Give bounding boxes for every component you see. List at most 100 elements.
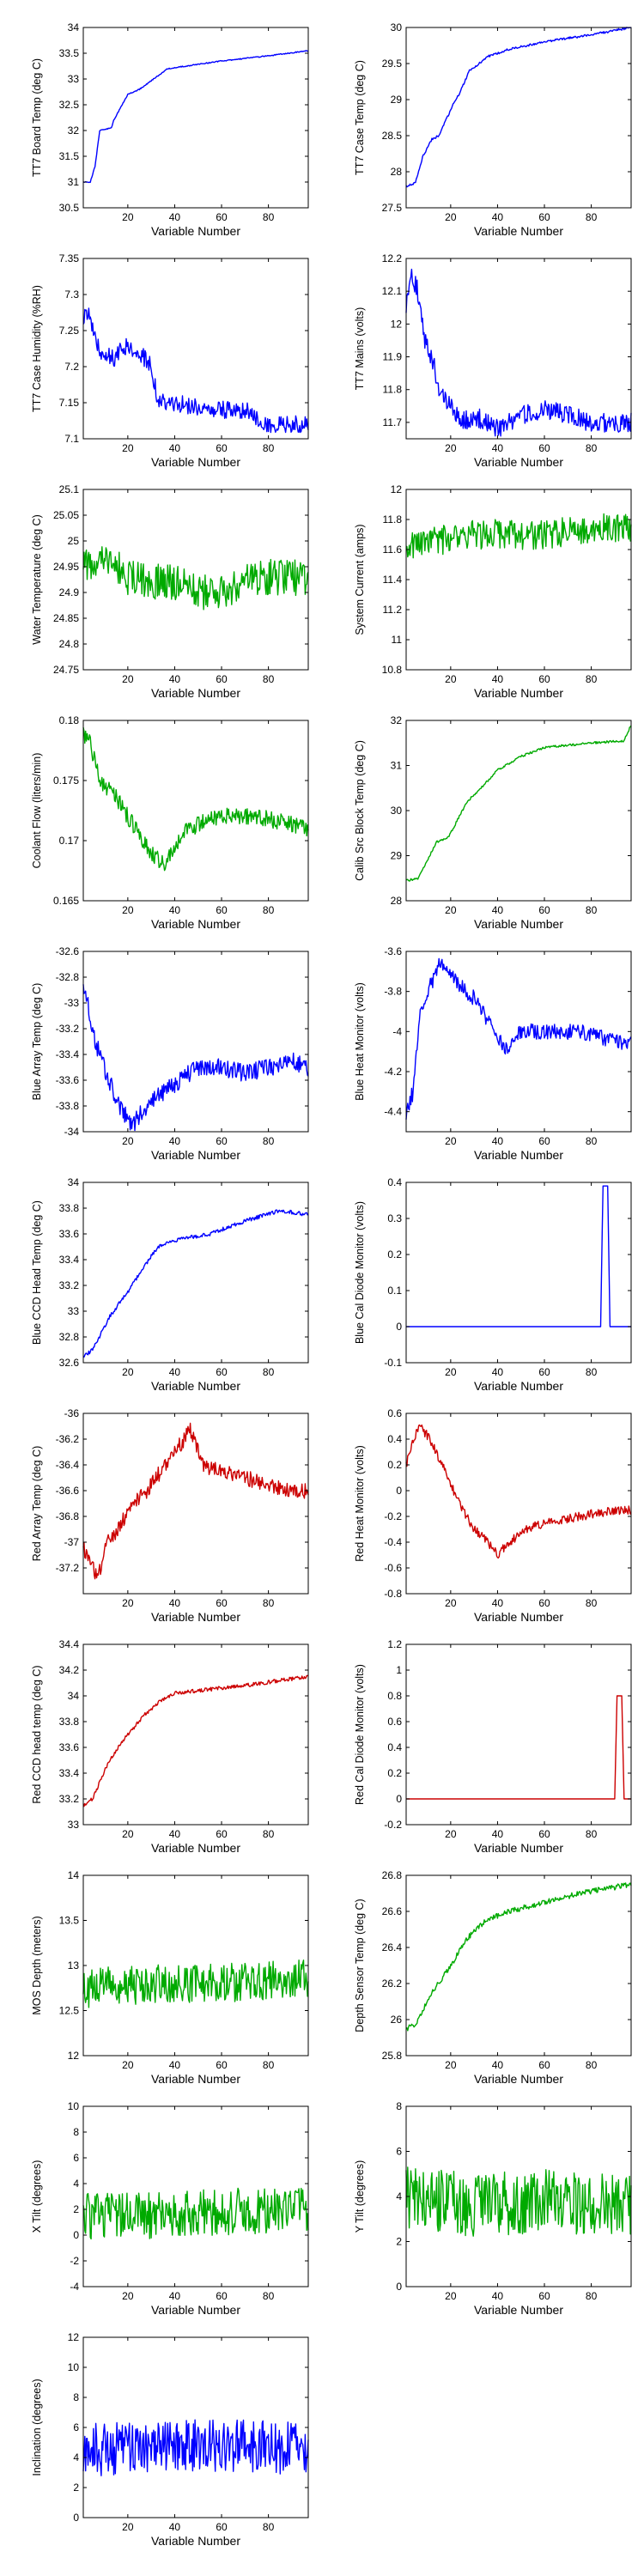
plot-frame [82,951,309,1133]
x-tick-label: 40 [169,1135,181,1147]
x-tick-label: 20 [445,1135,457,1147]
x-tick-label: 40 [169,1597,181,1609]
y-tick-label: 12.5 [59,2005,80,2017]
y-tick-label: -0.8 [384,1588,402,1600]
x-axis-label: Variable Number [474,1610,563,1624]
y-tick-label: 4 [73,2451,79,2464]
x-tick-label: 20 [445,673,457,685]
x-tick-label: 60 [216,442,228,454]
y-tick-label: 13 [68,1959,80,1971]
x-axis-label: Variable Number [151,455,240,469]
x-tick-label: 80 [263,2521,275,2533]
y-tick-label: 1.2 [387,1638,402,1650]
y-tick-label: 6 [73,2152,79,2164]
y-tick-label: -36.8 [56,1510,80,1522]
y-tick-label: 24.8 [59,638,80,650]
x-tick-label: 60 [538,1366,550,1378]
y-tick-label: -37 [64,1536,80,1548]
x-axis-label: Variable Number [151,2534,240,2548]
x-tick-label: 20 [445,1597,457,1609]
y-tick-label: 11 [392,634,403,646]
y-tick-label: 0.4 [387,1176,402,1188]
y-tick-label: -33 [64,997,80,1009]
y-axis-label: Red Array Temp (deg C) [31,1446,43,1562]
x-tick-label: 40 [169,904,181,916]
y-axis-label: Coolant Flow (liters/min) [31,753,43,869]
x-tick-label: 20 [122,1135,134,1147]
plot-frame [82,258,309,440]
chart-panel-19: 20 40 60 80 -4 -2 0 2 4 6 8 10 Variable Number X Tilt… [31,2100,309,2317]
y-tick-label: -33.4 [56,1048,80,1060]
y-tick-label: 12 [68,2331,80,2343]
y-tick-label: 26.6 [382,1905,403,1917]
y-tick-label: -3.6 [384,945,402,957]
x-tick-label: 60 [538,904,550,916]
y-tick-label: 34.4 [59,1638,80,1650]
y-tick-label: 33.4 [59,1254,80,1266]
x-tick-label: 60 [216,2521,228,2533]
x-axis-label: Variable Number [474,1379,563,1393]
y-tick-label: 34 [68,1176,80,1188]
x-tick-label: 80 [586,2059,598,2071]
series-line [82,2419,309,2476]
y-tick-label: 11.4 [383,574,403,586]
series-line [405,957,632,1120]
chart-panel-14: 20 40 60 80 -0.8 -0.6 -0.4 -0.2 0 0.2 0.4 0.6 Variab… [354,1407,632,1624]
y-tick-label: 0 [396,1485,402,1497]
x-tick-label: 40 [492,442,504,454]
y-tick-label: -36 [64,1407,80,1419]
chart-panel-16: 20 40 60 80 -0.2 0 0.2 0.4 0.6 0.8 1 1.2 Variable Nu… [354,1638,632,1855]
y-tick-label: 4 [73,2178,79,2190]
x-tick-label: 80 [586,1828,598,1840]
chart-panel-3: 20 40 60 80 7.1 7.15 7.2 7.25 7.3 7.35 Variable Nu… [31,252,309,469]
x-tick-label: 20 [445,211,457,223]
y-tick-label: 30 [391,805,403,817]
y-tick-label: 33.5 [59,47,80,59]
series-line [82,1674,309,1807]
y-axis-label: Red Heat Monitor (volts) [354,1445,366,1561]
x-tick-label: 60 [538,1828,550,1840]
y-tick-label: -32.6 [56,945,80,957]
x-tick-label: 60 [538,1597,550,1609]
x-tick-label: 40 [169,1828,181,1840]
y-tick-label: 0 [396,1793,402,1805]
y-tick-label: 0 [73,2512,79,2524]
y-tick-label: 10 [68,2100,80,2112]
y-axis-label: Blue Cal Diode Monitor (volts) [354,1201,366,1344]
y-tick-label: 0.8 [387,1690,402,1702]
x-tick-label: 40 [169,1366,181,1378]
x-tick-label: 20 [445,2290,457,2302]
x-tick-label: 80 [263,2059,275,2071]
x-tick-label: 60 [216,673,228,685]
chart-panel-9: 20 40 60 80 -34 -33.8 -33.6 -33.4 -33.2 -33 -32.8 -… [31,945,309,1162]
y-tick-label: 24.75 [53,664,79,676]
x-axis-label: Variable Number [151,224,240,238]
x-tick-label: 60 [216,2290,228,2302]
y-axis-label: Calib Src Block Temp (deg C) [354,740,366,881]
series-line [82,2187,309,2240]
x-axis-label: Variable Number [474,1841,563,1855]
y-tick-label: 25 [68,535,80,547]
x-tick-label: 40 [492,1366,504,1378]
y-axis-label: Y Tilt (degrees) [354,2160,366,2233]
y-tick-label: 7.35 [59,252,80,264]
x-tick-label: 40 [169,442,181,454]
y-tick-label: -4.4 [384,1106,402,1118]
y-tick-label: 8 [396,2100,402,2112]
plot-frame [82,27,309,209]
x-tick-label: 40 [169,2521,181,2533]
x-tick-label: 60 [216,211,228,223]
x-tick-label: 20 [122,442,134,454]
y-tick-label: 29.5 [382,58,403,70]
y-tick-label: -36.2 [56,1433,80,1445]
y-tick-label: -32.8 [56,971,80,983]
y-axis-label: MOS Depth (meters) [31,1916,43,2014]
x-tick-label: 40 [492,2290,504,2302]
x-tick-label: 60 [538,211,550,223]
chart-panel-17: 20 40 60 80 12 12.5 13 13.5 14 Variable Number MOS… [31,1869,309,2086]
y-tick-label: 33.6 [59,1741,80,1753]
plot-frame [82,2105,309,2287]
y-tick-label: 32.8 [59,1331,80,1343]
x-tick-label: 20 [122,2290,134,2302]
y-tick-label: -33.2 [56,1023,80,1035]
